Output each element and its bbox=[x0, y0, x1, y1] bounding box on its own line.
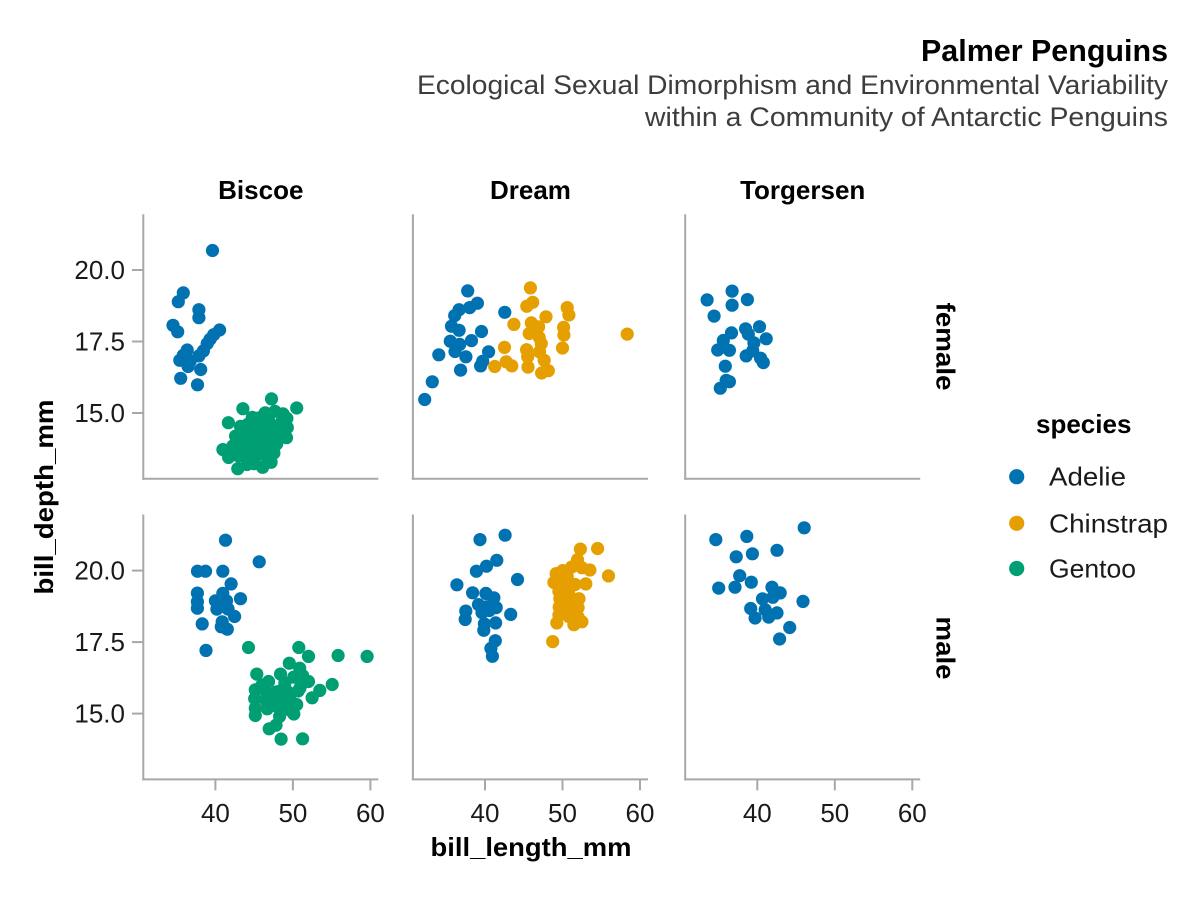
svg-text:Adelie: Adelie bbox=[1049, 462, 1126, 492]
svg-text:male: male bbox=[931, 617, 961, 680]
svg-text:Biscoe: Biscoe bbox=[218, 175, 303, 205]
svg-text:15.0: 15.0 bbox=[74, 699, 125, 729]
svg-text:40: 40 bbox=[201, 798, 230, 828]
svg-text:50: 50 bbox=[548, 798, 577, 828]
svg-text:17.5: 17.5 bbox=[74, 627, 125, 657]
svg-text:60: 60 bbox=[356, 798, 385, 828]
svg-text:Torgersen: Torgersen bbox=[740, 175, 865, 205]
svg-text:20.0: 20.0 bbox=[74, 255, 125, 285]
svg-text:Gentoo: Gentoo bbox=[1049, 554, 1136, 584]
svg-text:female: female bbox=[931, 303, 961, 391]
svg-text:15.0: 15.0 bbox=[74, 398, 125, 428]
svg-text:40: 40 bbox=[743, 798, 772, 828]
svg-text:Palmer Penguins: Palmer Penguins bbox=[921, 33, 1168, 68]
svg-text:60: 60 bbox=[626, 798, 655, 828]
svg-text:bill_length_mm: bill_length_mm bbox=[431, 832, 632, 862]
svg-text:40: 40 bbox=[471, 798, 500, 828]
svg-text:50: 50 bbox=[278, 798, 307, 828]
svg-text:60: 60 bbox=[898, 798, 927, 828]
svg-text:17.5: 17.5 bbox=[74, 327, 125, 357]
svg-text:bill_depth_mm: bill_depth_mm bbox=[29, 400, 59, 595]
svg-text:Chinstrap: Chinstrap bbox=[1049, 508, 1168, 538]
svg-text:Ecological Sexual Dimorphism a: Ecological Sexual Dimorphism and Environ… bbox=[417, 70, 1169, 100]
svg-text:50: 50 bbox=[820, 798, 849, 828]
svg-text:within a Community of Antarcti: within a Community of Antarctic Penguins bbox=[644, 102, 1168, 132]
svg-text:20.0: 20.0 bbox=[74, 556, 125, 586]
svg-text:Dream: Dream bbox=[490, 175, 571, 205]
svg-text:species: species bbox=[1036, 409, 1131, 439]
